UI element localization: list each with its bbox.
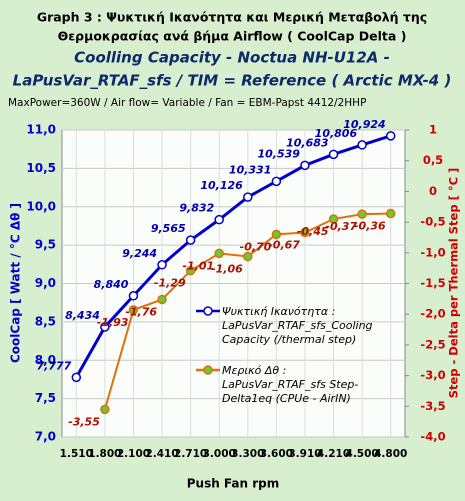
y-tick-label: 7,5 — [35, 391, 56, 405]
legend-marker — [203, 306, 213, 316]
x-tick-label: 3.000 — [203, 448, 236, 460]
y2-tick-label: -0,5 — [420, 215, 445, 229]
data-label: -1,93 — [97, 316, 129, 329]
y2-tick-label: -2,5 — [420, 337, 445, 351]
data-label: 10,331 — [229, 163, 271, 176]
info: MaxPower=360W / Air flow= Variable / Fan… — [8, 97, 366, 109]
point — [157, 294, 167, 305]
point — [328, 214, 339, 224]
data-label: -3,55 — [68, 415, 100, 428]
y-tick-label: 9,5 — [35, 238, 56, 252]
y2-tick-label: -2,0 — [420, 307, 445, 321]
point — [357, 140, 367, 150]
point — [185, 235, 196, 245]
point — [357, 209, 367, 219]
x-tick-label: 3.600 — [260, 448, 293, 460]
y-axis-label: CoolCap [ Watt / °C Δθ ] — [9, 203, 23, 363]
y2-tick-label: -1,5 — [420, 276, 445, 290]
point — [243, 192, 253, 202]
y-tick-label: 10,0 — [26, 199, 56, 213]
point — [300, 227, 310, 238]
data-label: 10,683 — [286, 136, 329, 149]
data-label: 7,777 — [36, 359, 71, 372]
data-label: -0,45 — [297, 225, 329, 238]
y2-tick-label: 0,5 — [423, 153, 443, 167]
data-label: 8,434 — [65, 309, 100, 322]
legend-entry: Μερικό Δθ : LaPusVar_RTAF_sfs Step-Delta… — [222, 364, 359, 405]
x-tick-label: 1.800 — [88, 448, 121, 460]
y2-axis-label: Step - Delta per Thermal Step [ °C ] — [447, 168, 461, 399]
point — [271, 229, 282, 240]
legend-marker — [203, 365, 213, 375]
y-tick-label: 9,0 — [35, 276, 56, 290]
x-tick-label: 3.300 — [231, 448, 264, 460]
y-tick-label: 10,5 — [26, 161, 56, 175]
point — [185, 265, 196, 276]
data-label: 9,244 — [122, 247, 157, 260]
data-label: 10,924 — [343, 118, 385, 131]
y-tick-label: 11,0 — [26, 123, 56, 137]
point — [271, 176, 282, 187]
data-label: -0,67 — [268, 239, 300, 252]
data-label: -1,06 — [211, 262, 243, 275]
x-tick-label: 3.910 — [288, 448, 321, 460]
point — [157, 260, 167, 270]
data-label: 9,565 — [151, 222, 186, 235]
subtitle: Coolling Capacity - Noctua NH-U12A - — [74, 49, 390, 67]
data-label: -1,01 — [182, 259, 214, 272]
data-label: 8,840 — [94, 278, 129, 291]
point — [385, 131, 396, 141]
subtitle: LaPusVar_RTAF_sfs / TIM = Reference ( Ar… — [13, 72, 452, 90]
data-label: 10,126 — [200, 179, 243, 192]
point — [328, 149, 339, 160]
y2-tick-label: -4,0 — [420, 430, 445, 444]
title: Graph 3 : Ψυκτική Ικανότητα και Μερική Μ… — [37, 10, 427, 25]
y2-tick-label: 1 — [429, 123, 437, 137]
x-tick-label: 2.100 — [117, 448, 150, 460]
point — [100, 404, 110, 415]
point — [385, 208, 396, 219]
data-label: -0,36 — [354, 220, 386, 233]
x-tick-label: 4.210 — [317, 448, 350, 460]
legend-entry: Ψυκτική Ικανότητα : LaPusVar_RTAF_sfs_Co… — [222, 305, 373, 346]
data-label: -1,76 — [125, 305, 157, 318]
data-label: 10,806 — [315, 127, 358, 140]
y2-tick-label: 0 — [429, 184, 437, 198]
x-tick-label: 4.800 — [374, 448, 407, 460]
point — [214, 214, 224, 225]
point — [128, 291, 139, 301]
y2-tick-label: -3,5 — [420, 399, 445, 413]
point — [71, 372, 82, 383]
x-tick-label: 4.500 — [346, 448, 379, 460]
title: Θερμοκρασίας ανά βήμα Airflow ( CoolCap … — [58, 29, 407, 44]
data-label: 10,539 — [258, 147, 301, 160]
x-tick-label: 1.510 — [60, 448, 93, 460]
y2-tick-label: -3,0 — [420, 368, 445, 382]
data-label: -1,29 — [154, 277, 186, 290]
data-label: 9,832 — [179, 202, 214, 215]
y-tick-label: 7,0 — [35, 430, 56, 444]
point — [300, 160, 310, 171]
x-tick-label: 2.410 — [145, 448, 178, 460]
y2-tick-label: -1,0 — [420, 245, 445, 259]
point — [128, 305, 139, 315]
y-tick-label: 8,0 — [35, 353, 56, 367]
y-tick-label: 8,5 — [35, 314, 56, 328]
point — [214, 248, 224, 259]
x-axis-label: Push Fan rpm — [187, 477, 280, 491]
series-line — [74, 134, 392, 379]
data-label: -0,37 — [325, 220, 357, 233]
point — [100, 322, 110, 332]
data-label: -0,70 — [240, 240, 272, 253]
x-tick-label: 2.710 — [174, 448, 207, 460]
point — [243, 251, 253, 262]
